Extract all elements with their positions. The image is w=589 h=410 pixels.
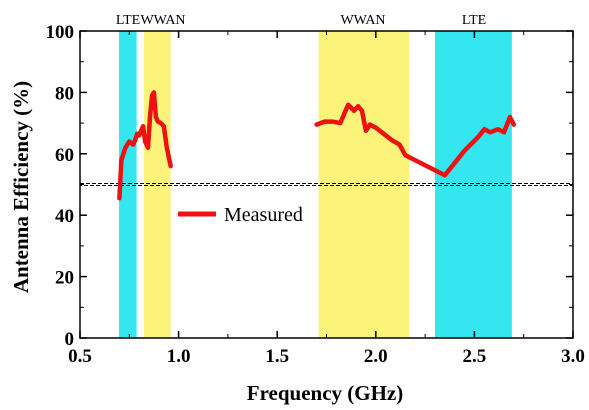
band-label-3: LTE [462, 13, 486, 28]
y-tick-label-3: 60 [55, 145, 74, 166]
series-lines [117, 90, 517, 201]
y-axis-title: Antenna Efficiency (%) [9, 81, 33, 293]
axis-ticks [79, 30, 574, 339]
y-tick-label-4: 80 [55, 83, 74, 104]
y-tick-label-1: 20 [55, 268, 74, 289]
band-3 [434, 31, 512, 338]
band-2 [318, 31, 410, 338]
reference-line-50pct [80, 183, 573, 186]
y-tick-label-0: 0 [65, 329, 75, 350]
x-tick-label-3: 2.0 [364, 346, 388, 367]
x-tick-label-1: 1.0 [167, 346, 191, 367]
band-0 [119, 31, 137, 338]
y-tick-label-2: 40 [55, 206, 74, 227]
x-tick-label-2: 1.5 [265, 346, 289, 367]
x-tick-label-5: 3.0 [561, 346, 585, 367]
band-1 [143, 31, 171, 338]
x-tick-label-4: 2.5 [463, 346, 487, 367]
y-tick-label-5: 100 [46, 22, 75, 43]
x-axis-title: Frequency (GHz) [247, 381, 404, 405]
frequency-bands [119, 31, 512, 338]
x-tick-label-0: 0.5 [68, 346, 92, 367]
legend-label-measured: Measured [224, 204, 303, 226]
series-line-0-segment-1 [314, 102, 517, 178]
series-line-0-segment-0 [117, 90, 173, 201]
legend: Measured [178, 204, 303, 226]
band-label-2: WWAN [340, 13, 385, 28]
band-label-1: WWAN [140, 13, 185, 28]
band-label-0: LTE [116, 13, 140, 28]
